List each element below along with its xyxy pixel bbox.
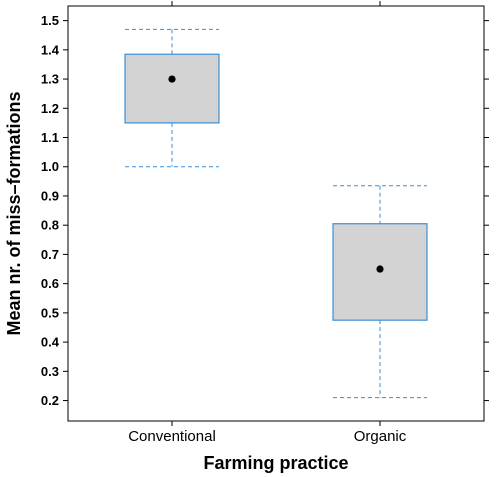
median-dot xyxy=(168,75,176,83)
y-tick-label: 0.9 xyxy=(41,188,59,203)
y-tick-label: 1.0 xyxy=(41,159,59,174)
y-axis: 0.2 0.3 0.4 0.5 0.6 0.7 0.8 0.9 1.0 1.1 1.2 1.3 1.4 1… xyxy=(41,13,68,408)
y-tick-label: 0.8 xyxy=(41,218,59,233)
right-axis xyxy=(484,20,489,402)
y-tick-label: 0.3 xyxy=(41,364,59,379)
x-tick-label: Organic xyxy=(354,428,407,445)
box-conventional xyxy=(124,28,220,168)
box-organic xyxy=(332,185,428,399)
x-tick-label: Conventional xyxy=(128,428,216,445)
plot-frame xyxy=(67,5,485,422)
y-axis-title: Mean nr. of miss–formations xyxy=(4,91,24,335)
y-tick-label: 1.2 xyxy=(41,101,59,116)
y-tick-label: 1.4 xyxy=(41,42,60,57)
y-tick-label: 0.2 xyxy=(41,393,59,408)
x-axis: Conventional Organic xyxy=(128,1,407,445)
median-dot xyxy=(376,265,384,273)
y-tick-label: 1.1 xyxy=(41,130,59,145)
y-tick-label: 1.3 xyxy=(41,72,59,87)
y-tick-label: 0.6 xyxy=(41,276,59,291)
y-tick-label: 0.4 xyxy=(41,335,60,350)
y-tick-label: 1.5 xyxy=(41,13,59,28)
x-axis-title: Farming practice xyxy=(203,453,348,473)
y-tick-label: 0.5 xyxy=(41,305,59,320)
y-tick-label: 0.7 xyxy=(41,247,59,262)
iqr-box xyxy=(124,53,220,124)
boxes xyxy=(124,28,428,399)
